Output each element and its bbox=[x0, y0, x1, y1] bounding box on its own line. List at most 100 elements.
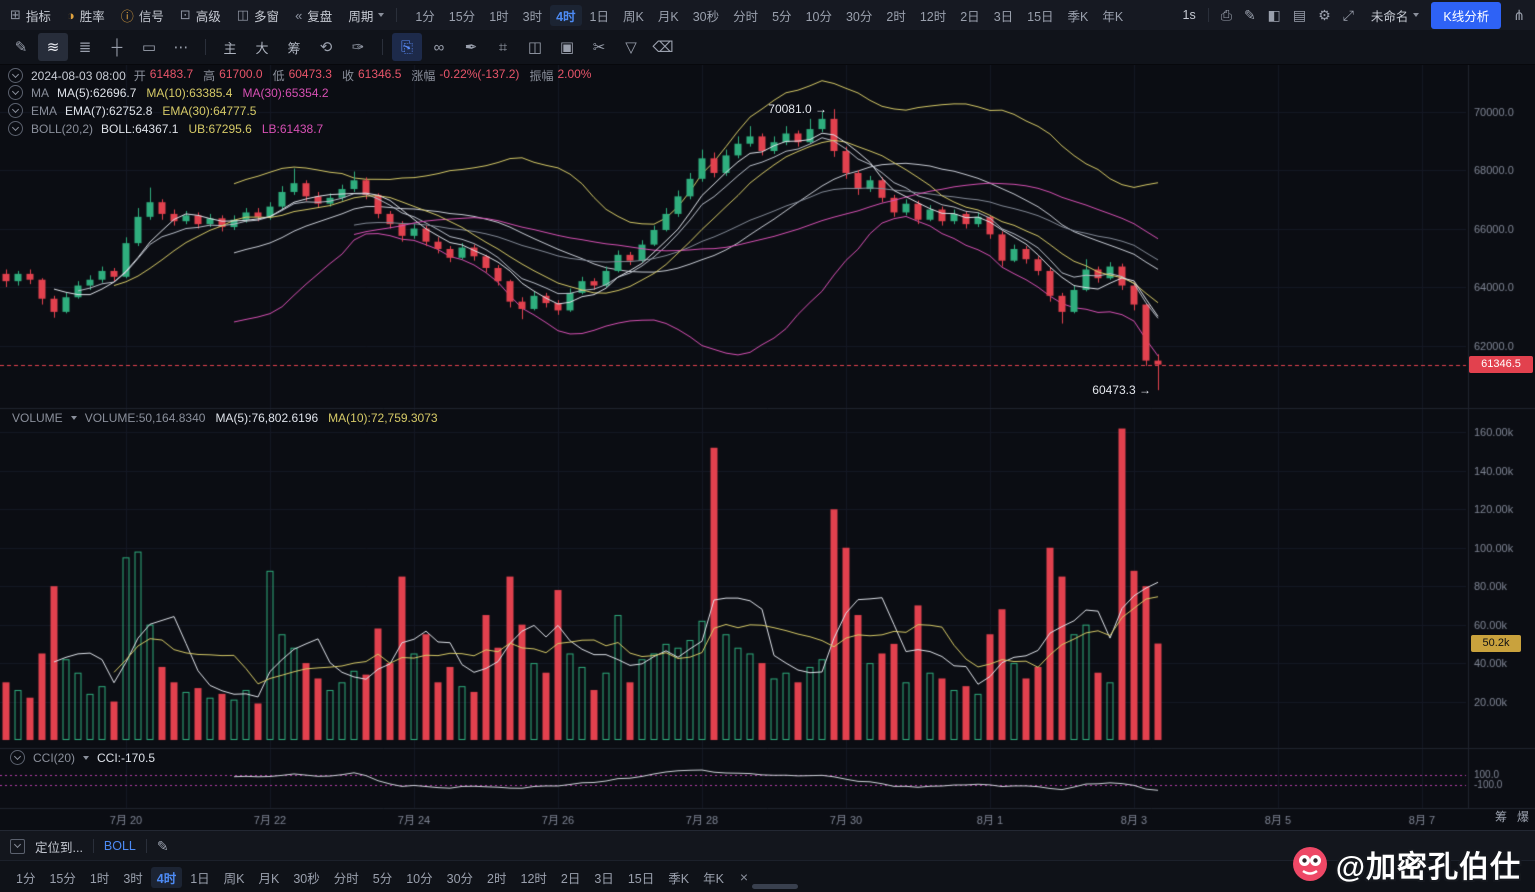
trend-line-tool-icon[interactable]: ≋ bbox=[38, 33, 68, 61]
timeframe-1分[interactable]: 1分 bbox=[16, 871, 36, 886]
ohlc-pair: 涨幅 -0.22%(-137.2) bbox=[411, 67, 520, 83]
layout-name-selector[interactable]: 未命名 bbox=[1366, 6, 1420, 25]
fullscreen-icon[interactable]: ⤢ bbox=[1342, 6, 1354, 23]
timeframe-分时[interactable]: 分时 bbox=[333, 871, 359, 886]
timeframe-5分[interactable]: 5分 bbox=[372, 871, 393, 886]
grid-tool-icon[interactable]: ⌗ bbox=[498, 38, 508, 56]
indicator-value: EMA(7):62752.8 bbox=[65, 103, 153, 118]
note-icon[interactable]: ▣ bbox=[559, 39, 575, 56]
toolbar-separator bbox=[145, 839, 147, 853]
kline-analysis-button[interactable]: K线分析 bbox=[1431, 1, 1502, 29]
main-chart-button[interactable]: 主 bbox=[223, 40, 237, 56]
pen-icon[interactable]: ✒ bbox=[464, 39, 478, 56]
timeframe-3时[interactable]: 3时 bbox=[522, 9, 543, 24]
timeframe-3时[interactable]: 3时 bbox=[123, 871, 143, 886]
tool-multi-window[interactable]: ◫ 多窗 bbox=[237, 6, 279, 25]
timeframe-12时[interactable]: 12时 bbox=[520, 871, 547, 886]
image-icon[interactable]: ▤ bbox=[1292, 6, 1307, 23]
tool-win-rate[interactable]: ◑ 胜率 bbox=[67, 6, 105, 25]
timeframe-1分[interactable]: 1分 bbox=[415, 9, 435, 24]
edit-indicator-icon[interactable]: ✎ bbox=[156, 837, 169, 854]
boll-indicator-link[interactable]: BOLL bbox=[103, 839, 136, 853]
timeframe-30分[interactable]: 30分 bbox=[446, 871, 474, 886]
collapse-icon[interactable] bbox=[8, 103, 23, 118]
timeframe-4时[interactable]: 4时 bbox=[550, 4, 582, 26]
more-tools-icon[interactable]: ⋯ bbox=[173, 39, 189, 56]
horizontal-scrollbar-thumb[interactable] bbox=[752, 884, 798, 889]
chips-tab[interactable]: 筹 bbox=[1494, 810, 1507, 824]
pencil-tool-icon[interactable]: ✎ bbox=[14, 39, 28, 56]
panel-layout-icon[interactable]: ◧ bbox=[1267, 6, 1281, 23]
timeframe-15日[interactable]: 15日 bbox=[1027, 9, 1054, 24]
export-icon[interactable]: ◫ bbox=[527, 39, 543, 56]
link-icon[interactable]: ∞ bbox=[433, 38, 445, 56]
copy-icon[interactable]: ⎘ bbox=[392, 33, 422, 61]
timeframe-1时[interactable]: 1时 bbox=[489, 9, 509, 24]
timeframe-周K[interactable]: 周K bbox=[223, 871, 245, 886]
timeframe-2时[interactable]: 2时 bbox=[487, 871, 507, 886]
filter-icon[interactable]: ▽ bbox=[625, 39, 637, 56]
main-chart-canvas[interactable] bbox=[0, 64, 1535, 830]
tool-replay[interactable]: « 复盘 bbox=[295, 6, 332, 25]
refresh-icon[interactable]: ⟲ bbox=[319, 39, 333, 56]
timeframe-30分[interactable]: 30分 bbox=[845, 9, 873, 24]
timeframe-15分[interactable]: 15分 bbox=[49, 871, 76, 886]
tool-signal[interactable]: ⓘ 信号 bbox=[121, 6, 164, 25]
timeframe-1时[interactable]: 1时 bbox=[89, 871, 110, 886]
timeframe-15日[interactable]: 15日 bbox=[627, 871, 655, 886]
timeframe-4时[interactable]: 4时 bbox=[150, 866, 183, 888]
timeframe-年K[interactable]: 年K bbox=[1102, 9, 1124, 24]
drawing-toolbar: ✎ ≋ ≣ ┼ ▭ ⋯ 主 大 筹 ⟲ ✑ ⎘ ∞ ✒ ⌗ ◫ ▣ ✂ ▽ ⌫ bbox=[0, 30, 1535, 65]
close-icon[interactable]: × bbox=[739, 869, 749, 885]
tool-period[interactable]: 周期 bbox=[348, 6, 385, 25]
timeframe-10分[interactable]: 10分 bbox=[406, 871, 433, 886]
advanced-icon: ⊡ bbox=[179, 7, 191, 22]
timeframe-10分[interactable]: 10分 bbox=[805, 9, 832, 24]
timeframe-年K[interactable]: 年K bbox=[703, 871, 724, 886]
screenshot-camera-icon[interactable]: ⎙ bbox=[1220, 6, 1232, 23]
liquidation-tab[interactable]: 爆 bbox=[1516, 810, 1529, 824]
timeframe-3日[interactable]: 3日 bbox=[594, 871, 614, 886]
tool-advanced[interactable]: ⊡ 高级 bbox=[180, 6, 221, 25]
brush-icon[interactable]: ✑ bbox=[351, 39, 365, 56]
scissors-icon[interactable]: ✂ bbox=[592, 39, 606, 56]
volume-dropdown[interactable]: VOLUME bbox=[12, 411, 63, 425]
timeframe-1日[interactable]: 1日 bbox=[589, 9, 609, 24]
timeframe-15分[interactable]: 15分 bbox=[448, 9, 476, 24]
timeframe-1日[interactable]: 1日 bbox=[190, 871, 210, 886]
timeframe-3日[interactable]: 3日 bbox=[993, 9, 1014, 24]
last-volume-badge: 50.2k bbox=[1471, 634, 1521, 652]
settings-gear-icon[interactable]: ⚙ bbox=[1318, 6, 1331, 23]
line-tools-icon[interactable]: ≣ bbox=[78, 39, 92, 56]
interval-selector[interactable]: 1s bbox=[1182, 8, 1196, 22]
crosshair-tool-icon[interactable]: ┼ bbox=[111, 38, 123, 56]
timeframe-5分[interactable]: 5分 bbox=[772, 9, 792, 24]
watermark: @加密孔伯仕 bbox=[1292, 842, 1521, 886]
collapse-icon[interactable] bbox=[8, 85, 23, 100]
timeframe-月K[interactable]: 月K bbox=[258, 871, 280, 886]
timeframe-月K[interactable]: 月K bbox=[657, 9, 679, 24]
collapse-icon[interactable] bbox=[8, 68, 23, 83]
trash-icon[interactable]: ⌫ bbox=[652, 39, 674, 56]
timeframe-分时[interactable]: 分时 bbox=[733, 9, 759, 24]
timeframe-2日[interactable]: 2日 bbox=[560, 871, 581, 886]
locate-label[interactable]: 定位到... bbox=[35, 840, 83, 855]
timeframe-2日[interactable]: 2日 bbox=[960, 9, 980, 24]
locate-checkbox-icon[interactable] bbox=[10, 838, 25, 854]
shape-tool-icon[interactable]: ▭ bbox=[141, 39, 157, 56]
chips-button[interactable]: 筹 bbox=[287, 40, 301, 56]
collapse-icon[interactable] bbox=[10, 750, 25, 765]
timeframe-季K[interactable]: 季K bbox=[668, 871, 690, 886]
collapse-icon[interactable] bbox=[8, 121, 23, 136]
timeframe-2时[interactable]: 2时 bbox=[886, 9, 906, 24]
timeframe-30秒[interactable]: 30秒 bbox=[692, 9, 720, 24]
tool-indicators[interactable]: ⊞ 指标 bbox=[10, 6, 51, 25]
timeframe-30秒[interactable]: 30秒 bbox=[293, 871, 320, 886]
timeframe-12时[interactable]: 12时 bbox=[919, 9, 947, 24]
timeframe-周K[interactable]: 周K bbox=[623, 9, 644, 24]
timeframe-季K[interactable]: 季K bbox=[1067, 9, 1089, 24]
share-icon[interactable]: ⋔ bbox=[1513, 6, 1525, 23]
edit-pencil-icon[interactable]: ✎ bbox=[1243, 6, 1256, 23]
large-view-button[interactable]: 大 bbox=[255, 40, 269, 56]
volume-values: VOLUME:50,164.8340 MA(5):76,802.6196 MA(10… bbox=[85, 411, 438, 425]
